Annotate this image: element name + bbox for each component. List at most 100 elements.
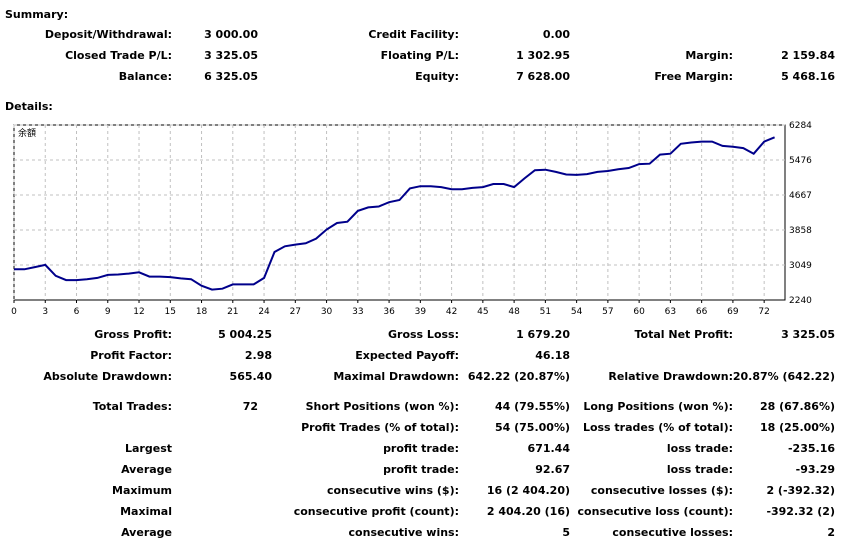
deposit-label: Deposit/Withdrawal: [44,28,172,41]
max-consec-wins-label: consecutive wins ($): [326,484,459,497]
loss-trades-label: Loss trades (% of total): [582,421,733,434]
x-tick-label: 3 [42,307,48,317]
maximal-consec-profit-value: 2 404.20 (16) [486,505,570,518]
largest-loss-value: -235.16 [787,442,835,455]
maximal-consec-loss-value: -392.32 (2) [766,505,835,518]
x-tick-label: 27 [290,307,301,317]
maximal-drawdown-label: Maximal Drawdown: [333,370,459,383]
long-positions-value: 28 (67.86%) [759,400,835,413]
average-label: Average [121,463,172,476]
max-consec-losses-label: consecutive losses ($): [590,484,733,497]
x-tick-label: 42 [446,307,457,317]
y-tick-label: 5476 [789,156,812,166]
largest-loss-label: loss trade: [666,442,733,455]
balance-label: Balance: [118,70,172,83]
chart-corner-label: 余額 [18,127,36,139]
average-profit-value: 92.67 [535,463,570,476]
equity-label: Equity: [415,70,459,83]
maximal-consec-profit-label: consecutive profit (count): [293,505,459,518]
x-tick-label: 57 [602,307,613,317]
largest-profit-label: profit trade: [383,442,459,455]
x-tick-label: 66 [696,307,708,317]
x-tick-label: 48 [508,307,520,317]
free-margin-label: Free Margin: [654,70,733,83]
expected-payoff-value: 46.18 [535,349,570,362]
gross-loss-label: Gross Loss: [388,328,459,341]
maximal-label: Maximal [120,505,172,518]
x-tick-label: 15 [165,307,176,317]
absolute-drawdown-label: Absolute Drawdown: [43,370,172,383]
x-tick-label: 36 [383,307,395,317]
x-tick-label: 9 [105,307,111,317]
x-tick-label: 54 [571,307,583,317]
y-ticks: 2240 3049 3858 4667 5476 6284 [789,121,812,306]
gross-profit-label: Gross Profit: [94,328,172,341]
credit-label: Credit Facility: [368,28,459,41]
x-ticks: 0 3 6 9 12 15 18 21 24 27 30 33 36 39 42 45 48 51 54 57 60 63… [11,300,770,317]
x-tick-label: 6 [74,307,80,317]
margin-value: 2 159.84 [781,49,835,62]
largest-profit-value: 671.44 [527,442,570,455]
max-consec-wins-value: 16 (2 404.20) [486,484,570,497]
plot-area [13,124,786,301]
total-net-profit-value: 3 325.05 [781,328,835,341]
y-tick-label: 4667 [789,191,812,201]
equity-value: 7 628.00 [516,70,570,83]
average-profit-label: profit trade: [383,463,459,476]
avg-consec-losses-label: consecutive losses: [612,526,733,539]
total-trades-value: 72 [242,400,258,413]
summary-title: Summary: [5,8,69,21]
short-positions-value: 44 (79.55%) [494,400,570,413]
margin-label: Margin: [685,49,733,62]
deposit-value: 3 000.00 [204,28,258,41]
credit-value: 0.00 [542,28,570,41]
max-consec-losses-value: 2 (-392.32) [766,484,835,497]
avg-consec-losses-value: 2 [827,526,835,539]
long-positions-label: Long Positions (won %): [583,400,733,413]
x-tick-label: 30 [321,307,333,317]
avg-consec-wins-label: consecutive wins: [348,526,459,539]
x-tick-label: 45 [477,307,488,317]
y-tick-label: 2240 [789,296,812,306]
x-tick-label: 12 [133,307,144,317]
grid [13,124,785,300]
balance-series-line [14,136,775,291]
average-loss-value: -93.29 [795,463,835,476]
floating-pl-label: Floating P/L: [380,49,459,62]
expected-payoff-label: Expected Payoff: [355,349,459,362]
x-tick-label: 51 [540,307,551,317]
profit-factor-value: 2.98 [244,349,272,362]
floating-pl-value: 1 302.95 [516,49,570,62]
free-margin-value: 5 468.16 [781,70,835,83]
largest-label: Largest [125,442,172,455]
balance-chart-svg: 0 3 6 9 12 15 18 21 24 27 30 33 36 39 42 45 48 51 54 57 60 63… [11,121,812,317]
details-title: Details: [5,100,53,113]
closed-pl-label: Closed Trade P/L: [65,49,172,62]
profit-factor-label: Profit Factor: [90,349,172,362]
maximum-label: Maximum [112,484,172,497]
relative-drawdown-label: Relative Drawdown: [608,370,733,383]
gross-loss-value: 1 679.20 [516,328,570,341]
relative-drawdown-value: 20.87% (642.22) [732,370,835,383]
x-tick-label: 72 [758,307,769,317]
x-tick-label: 0 [11,307,17,317]
avg-consec-wins-value: 5 [562,526,570,539]
x-tick-label: 24 [258,307,270,317]
x-tick-label: 63 [665,307,676,317]
average-loss-label: loss trade: [666,463,733,476]
y-tick-label: 3858 [789,226,812,236]
x-tick-label: 33 [352,307,363,317]
y-tick-label: 6284 [789,121,812,131]
profit-trades-value: 54 (75.00%) [494,421,570,434]
average2-label: Average [121,526,172,539]
x-tick-label: 69 [727,307,739,317]
maximal-drawdown-value: 642.22 (20.87%) [467,370,570,383]
absolute-drawdown-value: 565.40 [229,370,272,383]
gross-profit-value: 5 004.25 [218,328,272,341]
maximal-consec-loss-label: consecutive loss (count): [577,505,733,518]
loss-trades-value: 18 (25.00%) [759,421,835,434]
x-tick-label: 18 [196,307,208,317]
closed-pl-value: 3 325.05 [204,49,258,62]
profit-trades-label: Profit Trades (% of total): [301,421,459,434]
short-positions-label: Short Positions (won %): [305,400,459,413]
